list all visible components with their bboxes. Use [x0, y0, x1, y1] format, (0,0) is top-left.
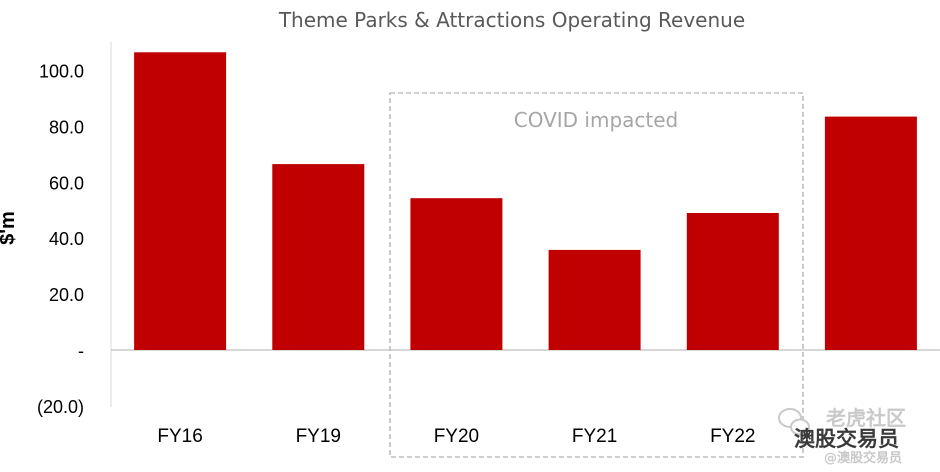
bars-group: [134, 52, 917, 351]
y-tick-label-100: 100.0: [39, 62, 84, 82]
bar-fy20: [410, 198, 503, 350]
x-tick-label-fy16: FY16: [157, 426, 202, 447]
bar-unlabeled: [824, 116, 917, 350]
x-tick-label-fy22: FY22: [710, 426, 755, 447]
y-tick-label-20: 20.0: [49, 285, 84, 305]
x-tick-label-fy20: FY20: [434, 426, 479, 447]
covid-annotation-label: COVID impacted: [514, 108, 679, 132]
y-tick-label-40: 40.0: [49, 229, 84, 249]
x-tick-labels: FY16 FY19 FY20 FY21 FY22: [157, 426, 755, 447]
y-tick-label-neg20: (20.0): [37, 397, 84, 417]
wechat-icon: [778, 408, 810, 436]
bar-fy21: [548, 249, 641, 350]
covid-annotation-box: [389, 92, 804, 458]
y-tick-label-0: -: [78, 341, 84, 361]
watermark-line3: @澳股交易员: [824, 450, 902, 466]
x-tick-label-fy21: FY21: [572, 426, 617, 447]
watermark-line1: 老虎社区: [826, 406, 906, 430]
y-tick-label-80: 80.0: [49, 117, 84, 137]
y-axis-label: $'m: [0, 211, 19, 245]
watermark-line2: 澳股交易员: [794, 427, 899, 451]
bar-fy16: [134, 52, 227, 351]
y-tick-label-60: 60.0: [49, 173, 84, 193]
bar-fy19: [272, 164, 365, 350]
x-tick-label-fy19: FY19: [296, 426, 341, 447]
y-tick-labels: (20.0) - 20.0 40.0 60.0 80.0 100.0: [37, 62, 84, 417]
bar-fy22: [686, 213, 779, 350]
chart-title: Theme Parks & Attractions Operating Reve…: [278, 8, 745, 32]
watermark: 老虎社区 澳股交易员 @澳股交易员: [778, 406, 906, 466]
